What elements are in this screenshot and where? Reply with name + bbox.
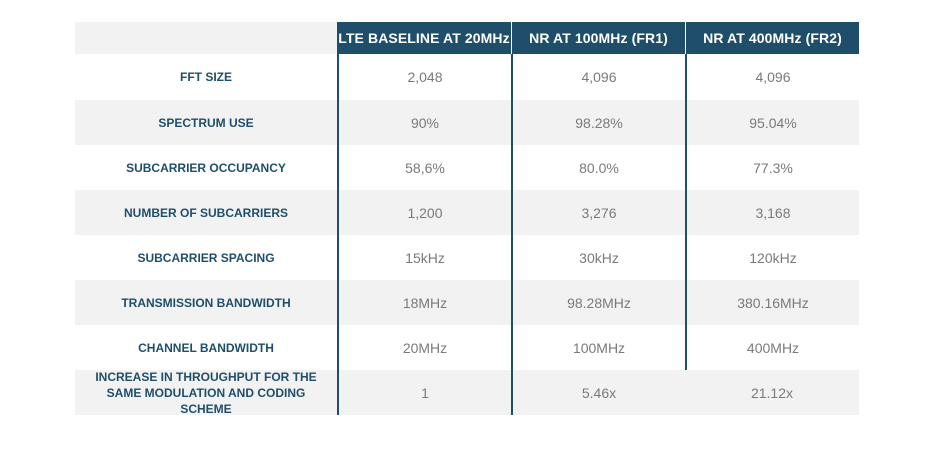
cell-value: 120kHz xyxy=(685,235,859,280)
cell-value: 98.28% xyxy=(511,100,685,145)
table-header-row: LTE BASELINE AT 20MHz NR AT 100MHz (FR1)… xyxy=(75,22,859,54)
table-row: FFT SIZE 2,048 4,096 4,096 xyxy=(75,54,859,100)
header-empty-cell xyxy=(75,22,337,54)
row-label: FFT SIZE xyxy=(75,54,337,100)
table-row: SPECTRUM USE 90% 98.28% 95.04% xyxy=(75,100,859,145)
cell-value: 1,200 xyxy=(337,190,511,235)
cell-value: 77.3% xyxy=(685,145,859,190)
cell-value: 90% xyxy=(337,100,511,145)
cell-value: 1 xyxy=(337,370,511,415)
header-nr-100mhz: NR AT 100MHz (FR1) xyxy=(511,22,685,54)
cell-value: 380.16MHz xyxy=(685,280,859,325)
row-label: TRANSMISSION BANDWIDTH xyxy=(75,280,337,325)
header-nr-400mhz: NR AT 400MHz (FR2) xyxy=(685,22,859,54)
cell-value: 15kHz xyxy=(337,235,511,280)
row-label: INCREASE IN THROUGHPUT FOR THE SAME MODU… xyxy=(75,369,337,416)
row-label: SPECTRUM USE xyxy=(75,100,337,145)
cell-value: 20MHz xyxy=(337,325,511,370)
table-row: TRANSMISSION BANDWIDTH 18MHz 98.28MHz 38… xyxy=(75,280,859,325)
cell-value: 18MHz xyxy=(337,280,511,325)
table-row: SUBCARRIER OCCUPANCY 58,6% 80.0% 77.3% xyxy=(75,145,859,190)
cell-value: 58,6% xyxy=(337,145,511,190)
row-label: CHANNEL BANDWIDTH xyxy=(75,325,337,370)
cell-value: 30kHz xyxy=(511,235,685,280)
cell-value: 95.04% xyxy=(685,100,859,145)
cell-value: 21.12x xyxy=(685,370,859,415)
comparison-table: LTE BASELINE AT 20MHz NR AT 100MHz (FR1)… xyxy=(75,22,859,416)
header-lte-baseline: LTE BASELINE AT 20MHz xyxy=(337,22,511,54)
cell-value: 4,096 xyxy=(511,54,685,100)
cell-value: 100MHz xyxy=(511,325,685,370)
cell-value: 98.28MHz xyxy=(511,280,685,325)
cell-value: 2,048 xyxy=(337,54,511,100)
row-label-line: INCREASE IN THROUGHPUT FOR THE xyxy=(95,369,317,384)
row-label: SUBCARRIER OCCUPANCY xyxy=(75,145,337,190)
table-row: NUMBER OF SUBCARRIERS 1,200 3,276 3,168 xyxy=(75,190,859,235)
cell-value: 3,276 xyxy=(511,190,685,235)
cell-value: 5.46x xyxy=(511,370,685,415)
cell-value: 400MHz xyxy=(685,325,859,370)
row-label: NUMBER OF SUBCARRIERS xyxy=(75,190,337,235)
table-row: CHANNEL BANDWIDTH 20MHz 100MHz 400MHz xyxy=(75,325,859,370)
cell-value: 3,168 xyxy=(685,190,859,235)
cell-value: 80.0% xyxy=(511,145,685,190)
table-row: SUBCARRIER SPACING 15kHz 30kHz 120kHz xyxy=(75,235,859,280)
row-label-line: SAME MODULATION AND CODING SCHEME xyxy=(106,385,306,416)
cell-value: 4,096 xyxy=(685,54,859,100)
table-row: INCREASE IN THROUGHPUT FOR THE SAME MODU… xyxy=(75,369,859,416)
row-label: SUBCARRIER SPACING xyxy=(75,235,337,280)
